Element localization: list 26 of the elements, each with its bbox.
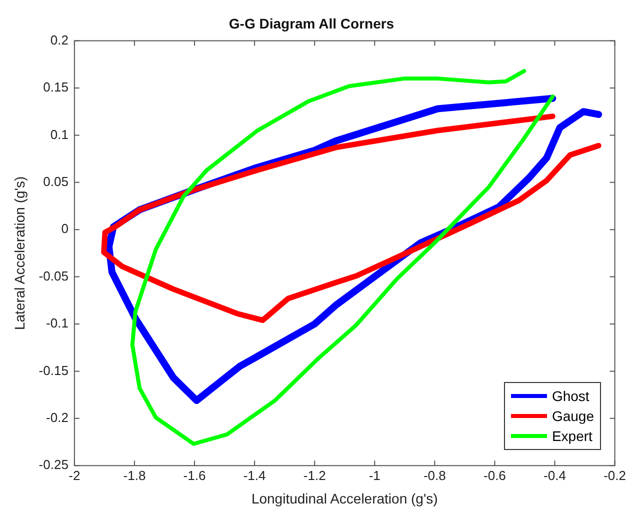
x-tick-label: -1.2	[303, 468, 326, 483]
y-tick-label: 0.1	[50, 126, 68, 142]
chart-title: G-G Diagram All Corners	[228, 15, 394, 32]
x-tick-label: -1.8	[123, 468, 146, 483]
x-tick-label: -0.8	[423, 468, 446, 483]
x-tick-label: -0.4	[544, 468, 566, 483]
legend-label: Gauge	[552, 407, 594, 426]
y-tick-label: -0.05	[38, 268, 68, 284]
y-tick-label: -0.2	[46, 410, 68, 425]
x-tick-label: -0.6	[484, 468, 506, 483]
x-tick-label: -1.4	[243, 468, 266, 483]
y-tick-label: -0.15	[38, 362, 68, 378]
x-tick-label: -1.6	[183, 468, 206, 483]
y-tick-label: 0	[61, 221, 68, 236]
y-tick-label: 0.15	[43, 80, 68, 95]
legend-label: Ghost	[552, 387, 590, 406]
y-tick-label: -0.25	[38, 457, 68, 472]
x-tick-label: -2	[68, 468, 80, 483]
y-axis-title: Lateral Acceleration (g's)	[11, 176, 28, 330]
y-tick-label: 0.2	[50, 32, 68, 48]
x-tick-label: -1	[368, 468, 380, 483]
y-tick-label: -0.1	[46, 316, 68, 331]
legend-label: Expert	[552, 427, 592, 446]
x-tick-label: -0.2	[604, 468, 626, 483]
x-axis-title: Longitudinal Acceleration (g's)	[251, 490, 438, 506]
y-tick-label: 0.05	[43, 174, 68, 189]
